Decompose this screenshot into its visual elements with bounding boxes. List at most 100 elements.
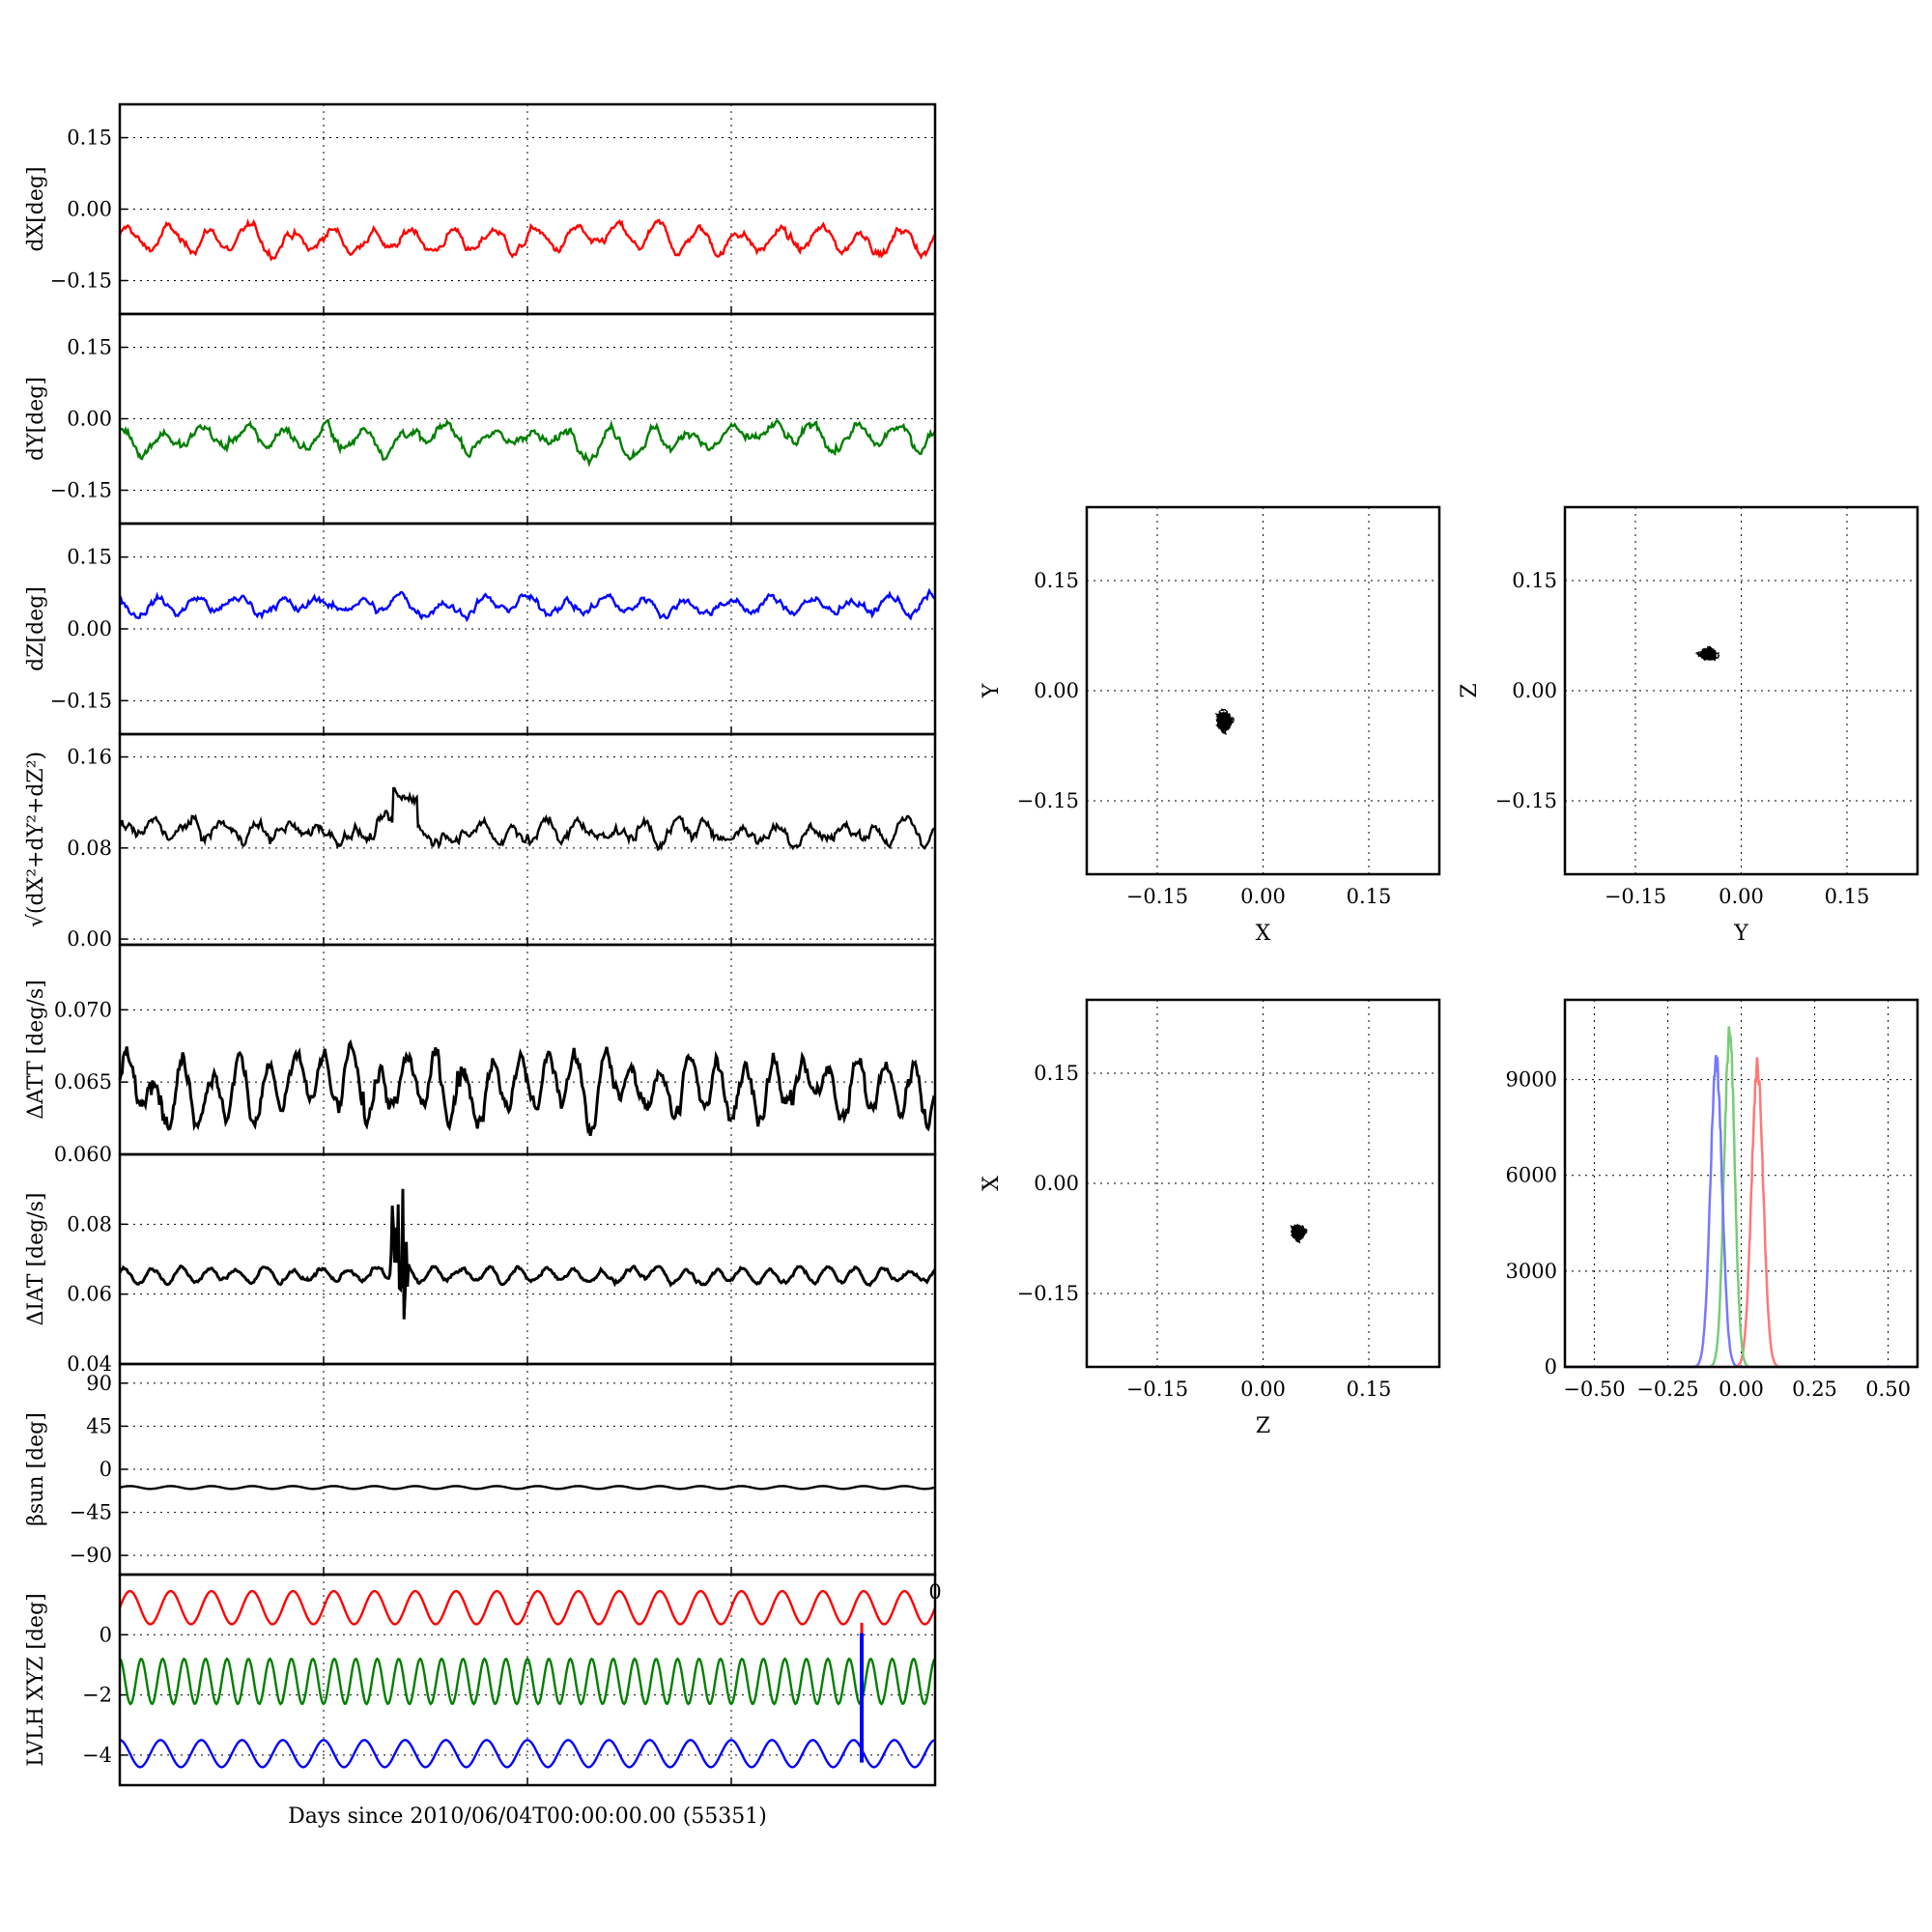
ytick-label: 45 [86, 1414, 112, 1437]
ytick-label: 0.00 [1034, 679, 1079, 702]
axes-frame [118, 943, 937, 1156]
ytick-label: 0.060 [54, 1143, 112, 1166]
panel-hist: −0.50 −0.25 0.00 0.25 0.50 0 3000 6000 9000 [1506, 998, 1919, 1401]
ylabel: Z [1458, 683, 1482, 697]
ytick-label: 6000 [1506, 1164, 1557, 1187]
ytick-label: 0.15 [1512, 569, 1557, 592]
ytick-label: −0.15 [50, 478, 112, 501]
ytick-label: 0.00 [67, 408, 112, 431]
ytick-label: 0 [1545, 1355, 1557, 1378]
ytick-label: 0.15 [67, 127, 112, 150]
ytick-label: 0.00 [67, 617, 112, 640]
xlabel: X [1256, 922, 1271, 946]
scatter-trace [1215, 708, 1235, 735]
ylabel: √(dX²+dY²+dZ²) [24, 752, 48, 927]
panels: 0.150.00−0.15dX[deg]0.150.00−0.15dY[deg]… [24, 102, 1919, 1787]
ytick-label: 3000 [1506, 1260, 1557, 1283]
ytick-label: 9000 [1506, 1068, 1557, 1092]
xtick-label: −0.15 [1605, 885, 1666, 908]
ytick-label: 0.00 [1034, 1172, 1079, 1195]
ytick-label: −0.15 [1495, 789, 1557, 812]
ytick-label: 0.00 [1512, 679, 1557, 702]
ylabel: dX[deg] [24, 166, 48, 251]
xtick-label: −0.15 [1126, 1378, 1188, 1401]
panel-norm: 0.16 0.08 0.00 √(dX²+dY²+dZ²) [24, 732, 937, 951]
xtick-label: 0.15 [1347, 885, 1392, 908]
ytick-label: 0.00 [67, 927, 112, 951]
ylabel: LVLH XYZ [deg] [24, 1593, 48, 1767]
ylabel: dY[deg] [24, 377, 48, 461]
ytick-label: −2 [82, 1684, 112, 1707]
stray-tick-label: 0 [928, 1580, 941, 1604]
hist-line-X [1565, 1057, 1918, 1369]
series-line [118, 218, 937, 262]
ytick-label: 0 [99, 1623, 112, 1646]
xtick-label: 0.00 [1719, 1378, 1764, 1401]
xtick-label: 0.00 [1719, 885, 1764, 908]
ytick-label: 0.15 [1034, 569, 1079, 592]
panel-XY: −0.15 −0.15 0.00 0.00 0.15 0.15 X Y [980, 505, 1441, 946]
ytick-label: 0.00 [67, 198, 112, 221]
ytick-label: 0.15 [1034, 1062, 1079, 1085]
xtick-label: 0.15 [1825, 885, 1870, 908]
xtick-label: −0.25 [1636, 1378, 1698, 1401]
series-line-Z [119, 1739, 936, 1769]
xlabel: Z [1256, 1414, 1270, 1438]
xtick-label: 0.00 [1240, 1378, 1286, 1401]
ytick-label: −4 [82, 1744, 112, 1767]
ylabel: ΔIAT [deg/s] [24, 1193, 48, 1326]
ytick-label: −90 [70, 1544, 112, 1567]
series-line [118, 1188, 937, 1320]
panel-dIAT: 0.08 0.06 0.04 ΔIAT [deg/s] [24, 1152, 937, 1376]
xtick-label: −0.50 [1563, 1378, 1625, 1401]
ytick-label: 90 [86, 1372, 112, 1395]
panel-YZ: −0.15 −0.15 0.00 0.00 0.15 0.15 Y Z [1458, 505, 1919, 946]
axes-frame [1563, 505, 1919, 876]
ytick-label: 0 [99, 1458, 112, 1481]
ytick-label: 0.15 [67, 336, 112, 359]
ytick-label: −45 [70, 1501, 112, 1524]
ytick-label: 0.06 [67, 1283, 112, 1306]
ytick-label: 0.065 [54, 1070, 112, 1094]
series-line [118, 587, 936, 623]
ytick-label: −0.15 [1017, 1282, 1079, 1305]
scatter-trace [1290, 1223, 1308, 1244]
panel-ZX: −0.15 −0.15 0.00 0.00 0.15 0.15 Z X [980, 998, 1441, 1438]
axes-frame [118, 1152, 937, 1366]
ylabel: ΔATT [deg/s] [24, 980, 48, 1119]
ylabel: dZ[deg] [24, 586, 48, 671]
series-line-X [118, 1589, 937, 1626]
scatter-trace [1694, 645, 1720, 662]
series-line [118, 1038, 936, 1136]
time-axis-label: Days since 2010/06/04T00:00:00.00 (55351… [288, 1804, 767, 1829]
ytick-label: 0.08 [67, 837, 112, 860]
axes-frame [1085, 505, 1441, 876]
series-line-Y [119, 1657, 936, 1706]
ytick-label: 0.15 [67, 546, 112, 569]
axes-frame [1085, 998, 1441, 1369]
xtick-label: 0.00 [1240, 885, 1286, 908]
ytick-label: 0.070 [54, 998, 112, 1021]
series-line [118, 786, 936, 852]
panel-beta: 90 45 0 −45 −90 βsun [deg] [24, 1362, 937, 1577]
ytick-label: 0.16 [67, 746, 112, 769]
panel-dATT: 0.070 0.065 0.060 ΔATT [deg/s] [24, 943, 937, 1166]
axes-frame [1563, 998, 1919, 1369]
xtick-label: 0.50 [1865, 1378, 1911, 1401]
series-line [119, 1485, 936, 1491]
xtick-label: −0.15 [1126, 885, 1188, 908]
ytick-label: −0.15 [1017, 789, 1079, 812]
ytick-label: −0.15 [50, 269, 112, 292]
panel-lvlh: 0 −2 −4 LVLH XYZ [deg] [24, 1573, 937, 1787]
ylabel: Y [980, 683, 1004, 698]
ylabel: βsun [deg] [24, 1412, 48, 1526]
xtick-label: 0.15 [1347, 1378, 1392, 1401]
series-line [119, 418, 937, 468]
ylabel: X [980, 1176, 1004, 1191]
ytick-label: 0.04 [67, 1352, 112, 1376]
ytick-label: −0.15 [50, 689, 112, 712]
